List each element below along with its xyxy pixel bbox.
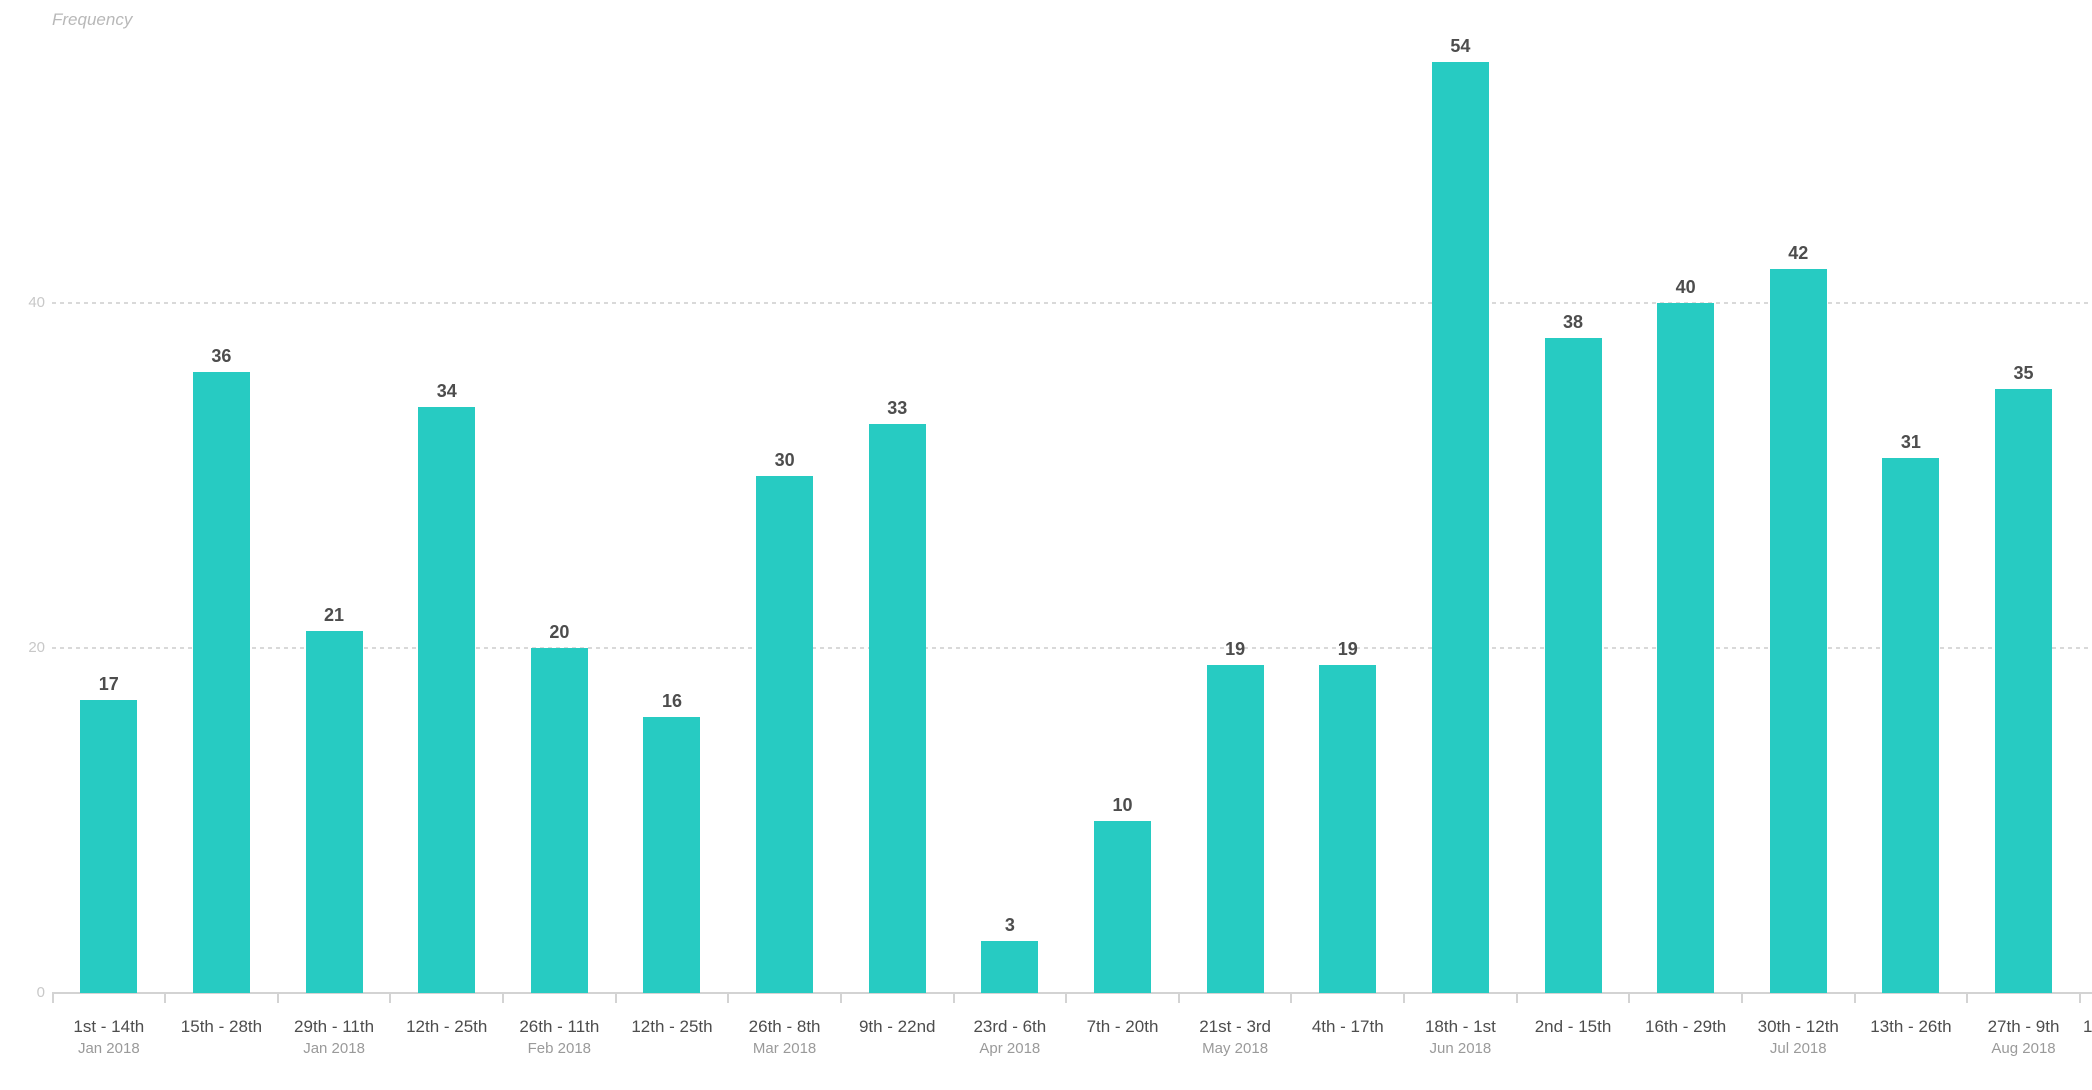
x-month-label: Jan 2018 xyxy=(303,1040,365,1057)
x-axis-tick xyxy=(1177,993,1180,1003)
bar-value-label: 38 xyxy=(1562,311,1584,332)
bar xyxy=(1319,665,1377,993)
bar-value-label: 21 xyxy=(324,604,345,625)
bar-value-label: 20 xyxy=(549,622,570,642)
x-axis-tick xyxy=(1403,993,1406,1003)
x-month-label: Jul 2018 xyxy=(1769,1040,1827,1057)
bar xyxy=(1093,820,1151,993)
bar xyxy=(418,406,476,993)
bar-value-label: 35 xyxy=(2013,363,2034,384)
bar xyxy=(868,423,926,993)
x-axis-tick xyxy=(1290,993,1293,1003)
bar xyxy=(1882,458,1940,993)
x-axis-tick xyxy=(51,993,54,1003)
bar-value-label: 31 xyxy=(1900,432,1921,453)
x-axis-tick xyxy=(164,993,167,1003)
x-axis-tick xyxy=(839,993,842,1003)
x-axis-tick xyxy=(1515,993,1518,1003)
x-month-label: Jun 2018 xyxy=(1429,1040,1492,1057)
y-tick-label: 20 xyxy=(28,639,45,656)
x-category-label: 18th - 1st xyxy=(1424,1017,1496,1036)
x-axis-tick xyxy=(1853,993,1856,1003)
x-category-label: 13th - 26th xyxy=(1870,1017,1952,1036)
y-axis-title: Frequency xyxy=(52,10,133,29)
x-axis-tick xyxy=(1628,993,1631,1003)
x-axis-tick xyxy=(952,993,955,1003)
x-category-label: 27th - 9th xyxy=(1987,1017,2060,1036)
x-category-label: 26th - 11th xyxy=(519,1017,600,1036)
x-month-label: Apr 2018 xyxy=(979,1040,1041,1057)
x-category-label: 30th - 12th xyxy=(1757,1017,1839,1036)
x-category-label: 12th - 25th xyxy=(631,1017,713,1036)
bar xyxy=(643,717,701,993)
y-tick-label: 0 xyxy=(36,984,45,1001)
x-category-label: 12th - 25th xyxy=(406,1017,488,1036)
x-axis-tick xyxy=(1740,993,1743,1003)
x-category-label: 16th - 29th xyxy=(1644,1017,1727,1036)
bar xyxy=(1206,665,1264,993)
x-month-label: Mar 2018 xyxy=(752,1040,817,1057)
y-gridline xyxy=(52,302,2092,304)
bar xyxy=(80,699,138,993)
bar-value-label: 19 xyxy=(1225,639,1246,660)
bar-value-label: 3 xyxy=(1004,915,1015,936)
x-axis-tick xyxy=(614,993,617,1003)
x-category-label: 4th - 17th xyxy=(1311,1017,1384,1036)
x-axis-tick xyxy=(1966,993,1969,1003)
x-axis-tick xyxy=(1065,993,1068,1003)
bar xyxy=(981,941,1039,993)
x-month-label: May 2018 xyxy=(1202,1040,1269,1057)
x-month-label: Feb 2018 xyxy=(527,1040,592,1057)
clipped-next-category-label: 1 xyxy=(2083,1017,2092,1036)
x-category-label: 2nd - 15th xyxy=(1534,1017,1612,1036)
x-category-label: 1st - 14th xyxy=(73,1017,145,1036)
x-category-label: 7th - 20th xyxy=(1086,1017,1159,1036)
bar-value-label: 16 xyxy=(661,691,682,711)
bar-value-label: 33 xyxy=(887,397,908,418)
bar xyxy=(192,372,250,993)
bar-value-label: 36 xyxy=(211,346,232,366)
x-category-label: 23rd - 6th xyxy=(973,1017,1047,1036)
y-gridline xyxy=(52,647,2092,649)
x-category-label: 15th - 28th xyxy=(180,1017,263,1036)
bar xyxy=(530,648,588,993)
bar xyxy=(1544,337,1602,993)
x-category-label: 9th - 22nd xyxy=(858,1017,936,1036)
bar xyxy=(305,630,363,993)
x-axis-line xyxy=(52,992,2092,994)
bar-value-label: 19 xyxy=(1337,639,1358,660)
bar xyxy=(756,475,814,993)
x-month-label: Aug 2018 xyxy=(1991,1040,2056,1057)
bar-value-label: 30 xyxy=(774,449,795,470)
x-category-label: 21st - 3rd xyxy=(1199,1017,1272,1036)
x-category-label: 29th - 11th xyxy=(294,1017,375,1036)
x-month-label: Jan 2018 xyxy=(77,1040,140,1057)
bar xyxy=(1431,61,1489,993)
y-tick-label: 40 xyxy=(28,294,45,311)
x-axis-tick xyxy=(727,993,730,1003)
x-axis-tick xyxy=(389,993,392,1003)
x-axis-tick xyxy=(276,993,279,1003)
bar xyxy=(1995,389,2053,993)
bar-value-label: 40 xyxy=(1675,277,1696,297)
bar-value-label: 17 xyxy=(98,673,119,694)
x-axis-tick xyxy=(502,993,505,1003)
bar-value-label: 10 xyxy=(1112,794,1133,815)
bar xyxy=(1657,303,1715,993)
bar xyxy=(1769,268,1827,993)
bar-value-label: 42 xyxy=(1788,242,1809,263)
bar-value-label: 54 xyxy=(1450,35,1471,56)
x-axis-tick xyxy=(2078,993,2081,1003)
x-category-label: 26th - 8th xyxy=(748,1017,821,1036)
bar-value-label: 34 xyxy=(436,380,457,401)
